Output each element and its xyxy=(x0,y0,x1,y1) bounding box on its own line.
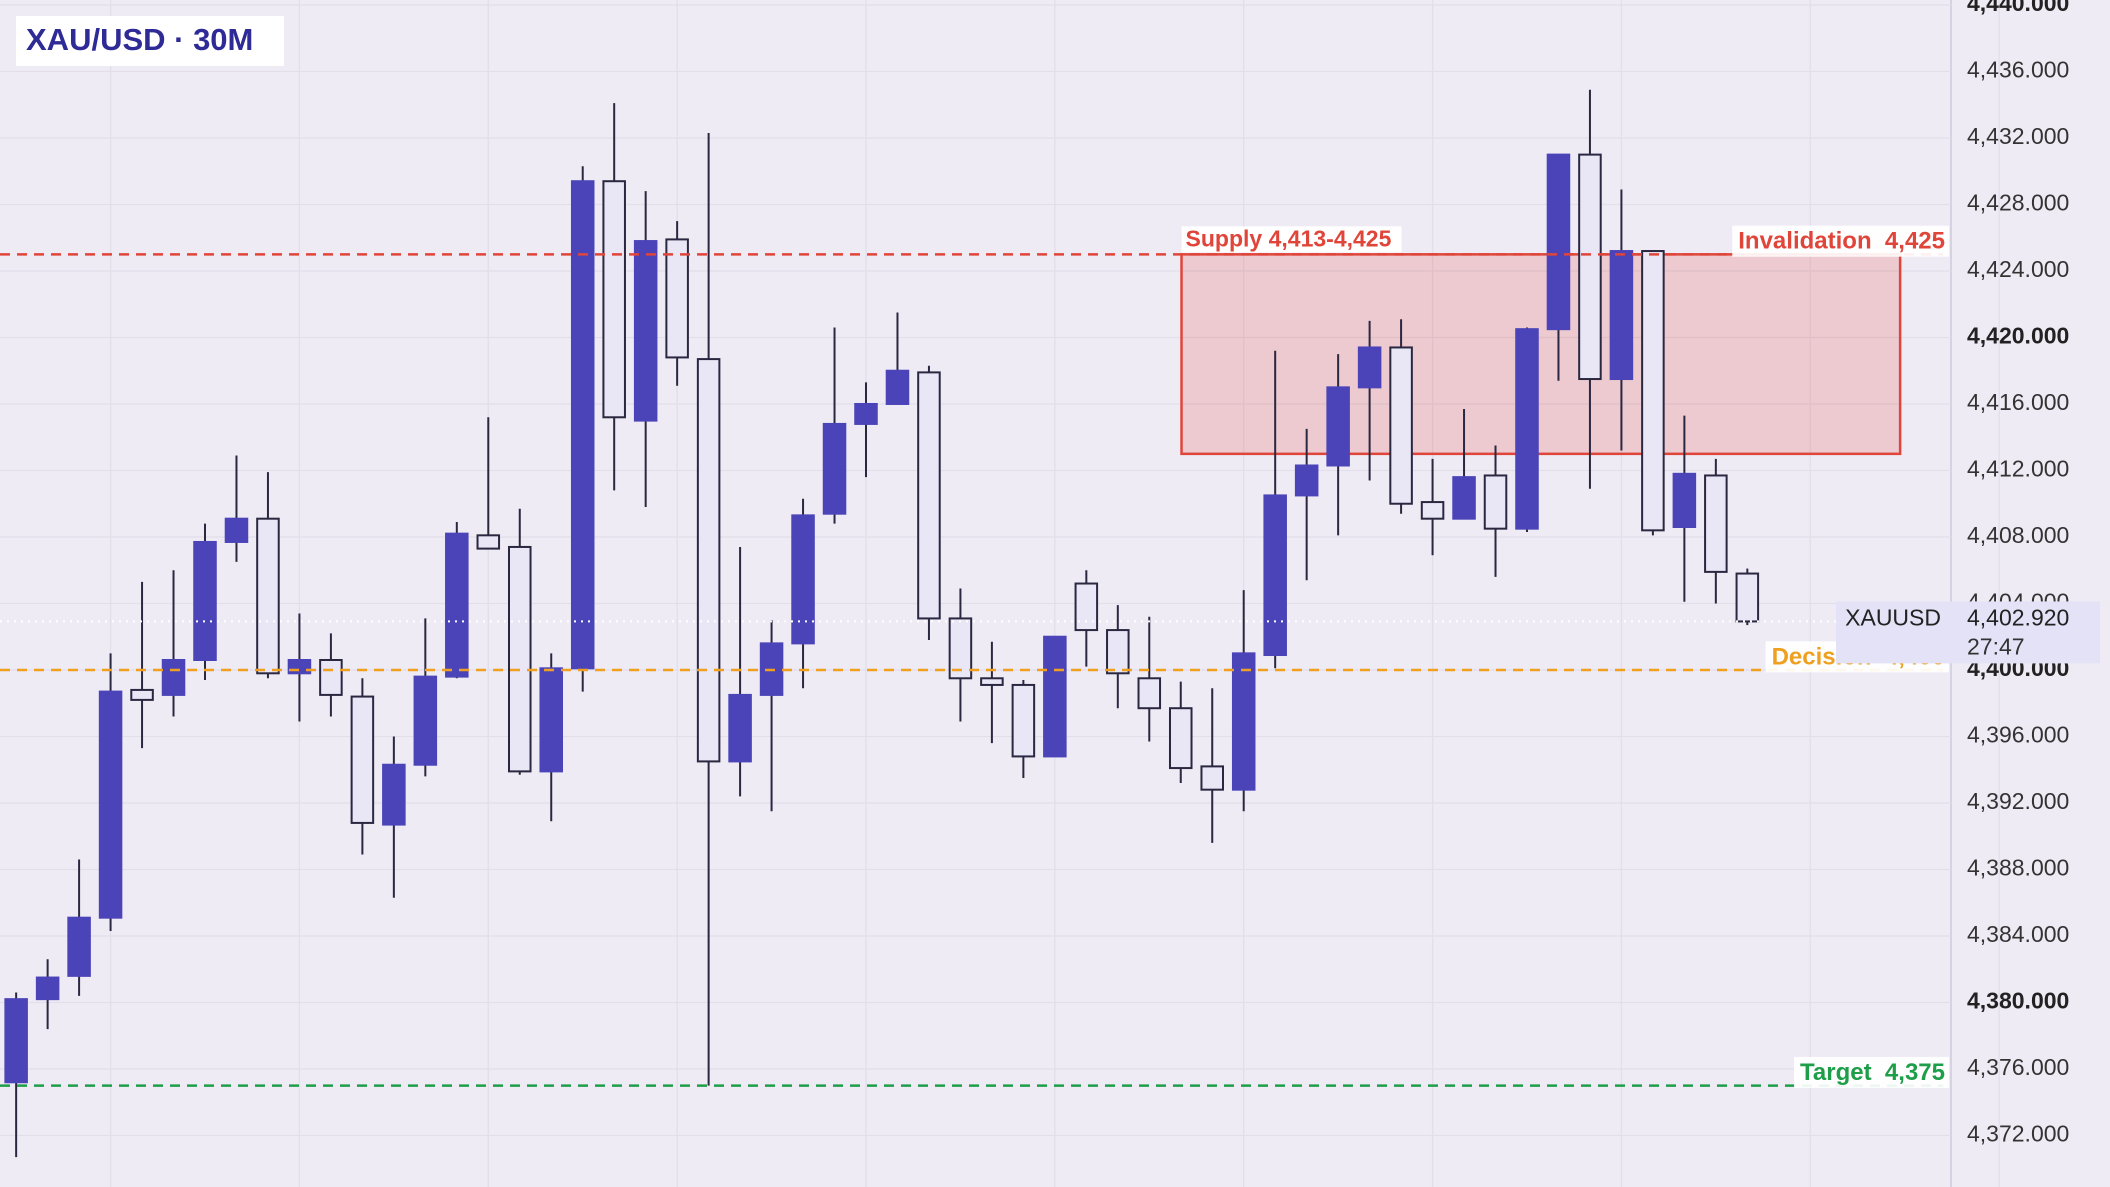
candle-body xyxy=(602,180,626,419)
candle-body xyxy=(413,675,438,766)
candle-body xyxy=(476,534,501,550)
candle-body xyxy=(35,976,60,1001)
candle-body xyxy=(791,514,815,645)
y-tick-label: 4,428.000 xyxy=(1967,190,2069,216)
candle-body xyxy=(1420,501,1445,520)
last-price-label: 4,402.920 xyxy=(1967,605,2069,631)
candle-body xyxy=(1106,629,1130,675)
y-tick-label: 4,420.000 xyxy=(1967,323,2069,349)
candle-body xyxy=(1704,474,1728,573)
candle-body xyxy=(1641,250,1665,532)
candle-body xyxy=(1357,346,1382,389)
candle-body xyxy=(507,545,532,773)
candle-body xyxy=(98,690,123,919)
last-price-box xyxy=(1836,601,2100,664)
candle-body xyxy=(1672,472,1697,529)
candle-body xyxy=(854,402,878,425)
candle-body xyxy=(224,517,249,543)
candle-body xyxy=(256,517,280,675)
candle-body xyxy=(1389,346,1413,505)
candle-body xyxy=(1200,765,1224,791)
title-box xyxy=(16,16,284,66)
level-label: Target 4,375 xyxy=(1800,1059,1945,1086)
candle-body xyxy=(1735,572,1760,623)
candle-body xyxy=(445,532,469,678)
candle-body xyxy=(382,763,406,826)
candle-body xyxy=(917,371,941,620)
candle-body xyxy=(1137,677,1162,710)
y-tick-label: 4,376.000 xyxy=(1967,1054,2069,1080)
y-tick-label: 4,388.000 xyxy=(1967,855,2069,881)
candle-body xyxy=(287,658,312,675)
candle-body xyxy=(665,238,689,359)
y-tick-label: 4,424.000 xyxy=(1967,256,2069,282)
candle-body xyxy=(1294,464,1319,497)
candle-body xyxy=(822,422,847,515)
candle-body xyxy=(885,369,910,405)
candle-body xyxy=(633,240,658,422)
y-tick-label: 4,408.000 xyxy=(1967,522,2069,548)
candle-body xyxy=(1546,153,1571,331)
candle-body xyxy=(161,658,186,696)
y-tick-label: 4,436.000 xyxy=(1967,57,2069,83)
y-tick-label: 4,384.000 xyxy=(1967,921,2069,947)
candle-body xyxy=(1578,153,1602,381)
candle-body xyxy=(1168,707,1193,770)
candle-body xyxy=(1074,582,1099,632)
candle-body xyxy=(193,540,217,661)
candle-body xyxy=(1483,474,1508,530)
candle-body xyxy=(350,695,375,824)
zone-label: Supply 4,413-4,425 xyxy=(1186,225,1392,251)
candle-body xyxy=(980,677,1004,686)
candle-body xyxy=(4,998,28,1084)
candle-body xyxy=(696,358,721,763)
y-tick-label: 4,380.000 xyxy=(1967,988,2069,1014)
candle-body xyxy=(570,180,595,670)
candle-body xyxy=(1231,652,1256,791)
zone-label-bg xyxy=(1181,226,1402,253)
candle-body xyxy=(1609,250,1634,381)
candle-body xyxy=(539,667,564,773)
candle-body xyxy=(319,658,343,696)
y-tick-label: 4,392.000 xyxy=(1967,788,2069,814)
candle-body xyxy=(728,693,752,763)
level-label-bg xyxy=(1794,1056,1949,1088)
countdown: 27:47 xyxy=(1967,634,2025,660)
candle-body xyxy=(1326,386,1350,467)
candle-body xyxy=(67,916,91,977)
candle-body xyxy=(1452,476,1476,520)
y-tick-label: 4,416.000 xyxy=(1967,389,2069,415)
supply-zone xyxy=(1180,253,1902,456)
candle-body xyxy=(948,617,973,680)
y-tick-label: 4,432.000 xyxy=(1967,123,2069,149)
y-tick-label: 4,396.000 xyxy=(1967,722,2069,748)
y-tick-label: 4,412.000 xyxy=(1967,456,2069,482)
candle-body xyxy=(1515,328,1539,530)
level-label-bg xyxy=(1732,225,1949,257)
level-label: Invalidation 4,425 xyxy=(1738,228,1945,255)
chart-title: XAU/USD · 30M xyxy=(26,22,253,57)
y-tick-label: 4,372.000 xyxy=(1967,1121,2069,1147)
last-symbol: XAUUSD xyxy=(1845,605,1941,631)
y-tick-label: 4,440.000 xyxy=(1967,0,2069,16)
candle-body xyxy=(1011,683,1036,758)
candle-body xyxy=(1263,494,1287,657)
candle-body xyxy=(130,688,154,701)
candle-body xyxy=(1043,635,1067,758)
